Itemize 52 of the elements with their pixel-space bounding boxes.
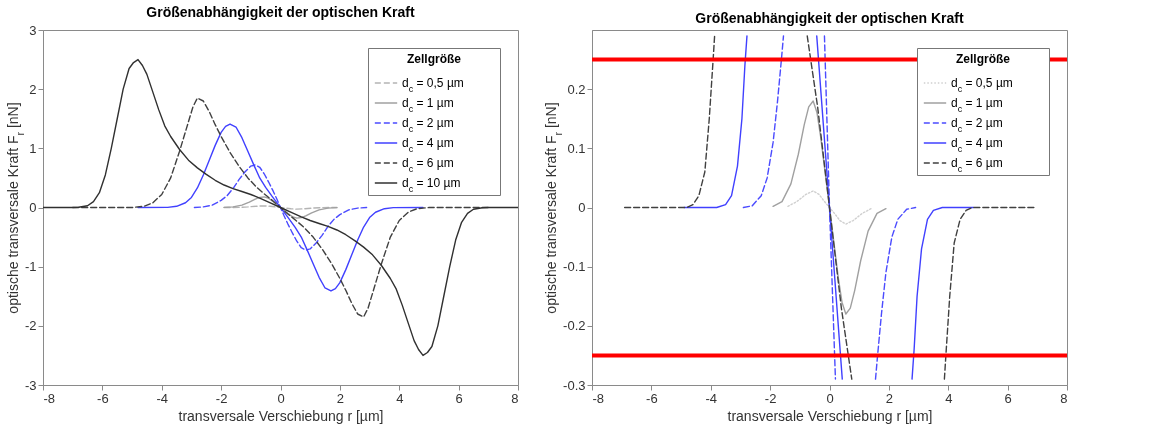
legend-label: d$_{c}$ = 6 µm <box>951 156 1003 174</box>
line-series <box>193 164 368 251</box>
legend-title: Zellgröße <box>406 52 462 66</box>
x-tick-label: 2 <box>336 390 344 406</box>
x-tick-label: 4 <box>945 390 953 406</box>
x-tick-label: -2 <box>215 390 228 406</box>
x-tick-label: 0 <box>277 390 285 406</box>
legend-label: d$_{c}$ = 0,5 µm <box>402 76 464 94</box>
line-series <box>223 196 338 219</box>
legend-label: d$_{c}$ = 10 µm <box>402 176 461 194</box>
legend-label: d$_{c}$ = 6 µm <box>402 156 454 174</box>
y-tick-label: 0 <box>29 200 37 215</box>
legend-label: d$_{c}$ = 1 µm <box>402 96 454 114</box>
y-tick-label: -2 <box>24 318 37 334</box>
legend-label: d$_{c}$ = 1 µm <box>951 96 1003 114</box>
y-tick-label: -0.2 <box>563 318 586 334</box>
y-tick-label: 3 <box>29 22 37 38</box>
x-tick-label: -4 <box>705 390 718 406</box>
x-tick-label: -8 <box>592 390 605 406</box>
legend-label: d$_{c}$ = 2 µm <box>402 116 454 134</box>
x-tick-label: 0 <box>826 390 834 406</box>
chart-title: Größenabhängigkeit der optischen Kraft <box>695 10 965 26</box>
legend-label: d$_{c}$ = 4 µm <box>402 136 454 154</box>
y-tick-label: 0.1 <box>567 140 586 156</box>
y-tick-label: 1 <box>29 140 37 156</box>
y-tick-label: 0 <box>578 200 586 215</box>
line-series <box>787 190 872 225</box>
x-tick-label: 6 <box>455 390 463 406</box>
x-axis-title: transversale Verschiebung r [µm] <box>727 407 933 424</box>
line-series <box>772 100 887 315</box>
y-tick-label: -3 <box>24 377 37 393</box>
y-tick-label: -1 <box>24 259 37 275</box>
legend-label: d$_{c}$ = 0,5 µm <box>951 76 1013 94</box>
legend-label: d$_{c}$ = 4 µm <box>951 136 1003 154</box>
x-tick-label: 8 <box>1060 390 1068 406</box>
chart-title: Größenabhängigkeit der optischen Kraft <box>146 4 416 20</box>
x-tick-label: -6 <box>646 390 658 406</box>
x-tick-label: 2 <box>885 390 893 406</box>
y-tick-label: -0.1 <box>563 259 586 275</box>
legend-label: d$_{c}$ = 2 µm <box>951 116 1003 134</box>
y-tick-label: 2 <box>29 81 37 97</box>
x-tick-label: 4 <box>396 390 404 406</box>
x-tick-label: -6 <box>97 390 109 406</box>
x-tick-label: -8 <box>43 390 56 406</box>
x-tick-label: -4 <box>156 390 169 406</box>
y-tick-label: 0.2 <box>567 81 586 97</box>
x-axis-title: transversale Verschiebung r [µm] <box>178 407 384 424</box>
legend-title: Zellgröße <box>955 52 1011 66</box>
x-tick-label: 8 <box>511 390 519 406</box>
x-tick-label: -2 <box>764 390 777 406</box>
x-tick-label: 6 <box>1004 390 1012 406</box>
y-tick-label: -0.3 <box>563 377 586 393</box>
